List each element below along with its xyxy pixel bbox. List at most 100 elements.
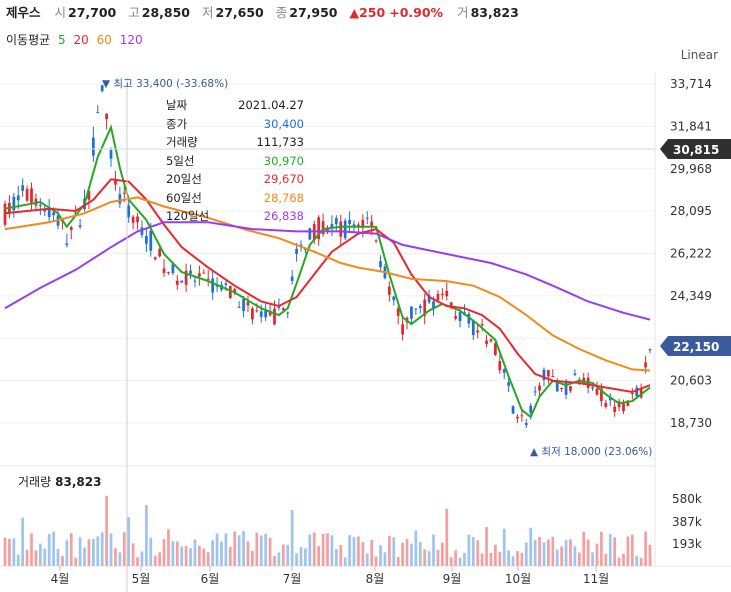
candle bbox=[533, 391, 537, 393]
volume-tick-label: 580k bbox=[672, 492, 702, 506]
volume-bar bbox=[69, 533, 73, 566]
volume-bar bbox=[8, 538, 11, 566]
volume-bar bbox=[96, 536, 100, 566]
candle bbox=[264, 309, 268, 318]
volume-bar bbox=[47, 533, 51, 566]
candle bbox=[321, 221, 325, 235]
volume-bar bbox=[61, 555, 64, 566]
volume-bar bbox=[511, 556, 515, 566]
volume-bar bbox=[348, 535, 351, 566]
volume-bar bbox=[516, 551, 519, 566]
candle bbox=[237, 306, 241, 308]
price-badge-dark-text: 30,815 bbox=[673, 143, 719, 157]
volume-bar bbox=[432, 534, 435, 566]
volume-bar bbox=[555, 549, 559, 566]
high-value: 28,850 bbox=[141, 5, 191, 20]
volume-bar bbox=[74, 557, 78, 566]
volume-tick-label: 193k bbox=[672, 537, 702, 551]
volume-bar bbox=[463, 552, 466, 566]
candle bbox=[401, 324, 404, 335]
ma20-legend[interactable]: 20 bbox=[73, 33, 89, 47]
volume-bar bbox=[538, 537, 541, 566]
volume-bar bbox=[414, 530, 418, 566]
tooltip-row: 60일선 28,768 bbox=[166, 189, 304, 208]
candle bbox=[69, 227, 73, 231]
candle bbox=[233, 289, 237, 294]
volume-bar bbox=[304, 548, 307, 566]
candle bbox=[3, 203, 7, 225]
candle bbox=[396, 308, 400, 316]
candle bbox=[379, 261, 382, 268]
axis-labels: 33,714 31,841 29,968 28,095 26,222 24,349 20,6… bbox=[51, 77, 712, 586]
volume-panel-label: 거래량 bbox=[18, 475, 52, 489]
volume-bar bbox=[586, 539, 590, 566]
volume-bar bbox=[613, 537, 617, 566]
candle bbox=[286, 312, 290, 314]
tooltip-row: 거래량 111,733 bbox=[166, 133, 304, 152]
candle bbox=[569, 386, 572, 391]
volume-bar bbox=[211, 540, 215, 566]
candle bbox=[246, 301, 250, 306]
candle bbox=[228, 285, 232, 298]
ma120-line bbox=[4, 221, 651, 321]
candle bbox=[255, 310, 259, 312]
ma60-legend[interactable]: 60 bbox=[96, 33, 112, 47]
candle bbox=[118, 194, 122, 204]
volume-bar bbox=[401, 542, 404, 566]
change-value: ▲250 bbox=[349, 5, 386, 20]
x-tick-label: 7월 bbox=[283, 572, 302, 586]
volume-bar bbox=[494, 544, 497, 566]
tooltip-row: 120일선 26,838 bbox=[166, 207, 304, 226]
volume-bar bbox=[140, 551, 144, 566]
volume-bar bbox=[648, 544, 652, 566]
tooltip-label: 5일선 bbox=[166, 153, 195, 168]
candle bbox=[502, 369, 506, 373]
volume-bar bbox=[520, 552, 524, 566]
candle bbox=[410, 306, 413, 319]
volume-bar bbox=[427, 551, 431, 566]
volume-bar bbox=[3, 537, 7, 566]
volume-tick-label: 387k bbox=[672, 515, 702, 529]
volume-bar bbox=[502, 528, 506, 566]
volume-bar bbox=[109, 533, 113, 566]
volume-bar bbox=[440, 542, 444, 566]
candle bbox=[16, 195, 20, 201]
y-tick-label: 31,841 bbox=[670, 119, 712, 133]
volume-bar bbox=[547, 539, 550, 566]
candle bbox=[427, 295, 431, 303]
volume-bar bbox=[224, 533, 228, 566]
volume-bar bbox=[21, 517, 25, 566]
candle bbox=[91, 137, 95, 156]
tooltip-label: 120일선 bbox=[166, 209, 210, 223]
volume-bar bbox=[180, 546, 184, 566]
scale-toggle-button[interactable]: Linear bbox=[680, 48, 718, 62]
volume-bar bbox=[246, 541, 250, 566]
moving-average-legend[interactable]: 이동평균 5 20 60 120 bbox=[6, 31, 147, 48]
tooltip-label: 거래량 bbox=[166, 135, 198, 149]
volume-bar bbox=[25, 549, 29, 566]
volume-bar bbox=[153, 555, 157, 566]
volume-bar bbox=[454, 550, 457, 566]
candle bbox=[639, 388, 643, 398]
volume-bars bbox=[3, 495, 652, 566]
ma5-legend[interactable]: 5 bbox=[58, 33, 66, 47]
volume-bar bbox=[237, 535, 241, 566]
volume-bar bbox=[118, 552, 122, 566]
candle bbox=[224, 283, 228, 285]
volume-bar bbox=[352, 536, 356, 566]
tooltip-value: 29,670 bbox=[263, 172, 304, 186]
close-label: 종 bbox=[275, 5, 288, 20]
tooltip-row: 20일선 29,670 bbox=[166, 170, 304, 189]
y-tick-label: 18,730 bbox=[670, 416, 712, 430]
volume-bar bbox=[145, 505, 148, 566]
tooltip-label: 날짜 bbox=[166, 98, 188, 112]
volume-bar bbox=[467, 534, 471, 566]
ma120-legend[interactable]: 120 bbox=[119, 33, 143, 47]
volume-bar bbox=[379, 545, 382, 566]
volume-bar bbox=[343, 557, 347, 566]
volume-bar bbox=[507, 550, 510, 566]
tooltip-value: 30,400 bbox=[263, 116, 304, 131]
candle bbox=[136, 216, 139, 223]
candle bbox=[547, 370, 550, 377]
